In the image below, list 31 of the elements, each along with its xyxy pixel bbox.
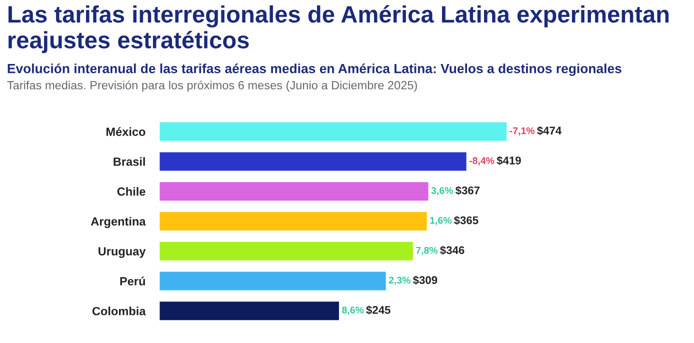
data-label: $419 — [496, 156, 521, 166]
y-tick-label: Brasil — [114, 157, 145, 166]
annotation: 1,6% — [430, 216, 452, 226]
y-tick-label: Uruguay — [98, 247, 146, 258]
bar — [160, 242, 413, 260]
data-label: $309 — [412, 276, 438, 285]
data-label: $474 — [537, 126, 562, 136]
bar — [160, 302, 339, 320]
annotation: 8,6% — [342, 306, 364, 315]
annotation: 7,8% — [416, 246, 438, 256]
text: Tarifas medias. Previsión para los próximos 6 meses (Junio a Diciembre 2025) — [7, 80, 417, 92]
y-tick-label: Chile — [117, 187, 146, 196]
y-tick-label: Argentina — [90, 216, 146, 228]
bar — [160, 272, 386, 290]
annotation: -7,1% — [510, 127, 535, 136]
annotation: 2,3% — [388, 276, 411, 286]
bar — [160, 122, 507, 141]
chart-subtitle: Evolución interanual de las tarifas aéreas medias en América Latina: Vuelos a destinos regionales — [8, 63, 622, 76]
y-tick-label: México — [106, 127, 146, 136]
data-label: $346 — [440, 246, 464, 255]
annotation: 3,6% — [431, 187, 453, 196]
y-tick-label: Colombia — [92, 306, 146, 316]
annotation: -8,4% — [470, 157, 494, 166]
data-label: $245 — [366, 306, 390, 315]
data-label: $365 — [454, 216, 478, 225]
bar — [160, 182, 428, 201]
data-label: $367 — [455, 186, 480, 196]
chart-title: Las tarifas interregionales de América Latina experimentan reajustes estratéticos — [8, 5, 669, 54]
y-tick-label: Perú — [120, 276, 145, 286]
bar — [160, 212, 427, 230]
bar — [160, 152, 466, 171]
